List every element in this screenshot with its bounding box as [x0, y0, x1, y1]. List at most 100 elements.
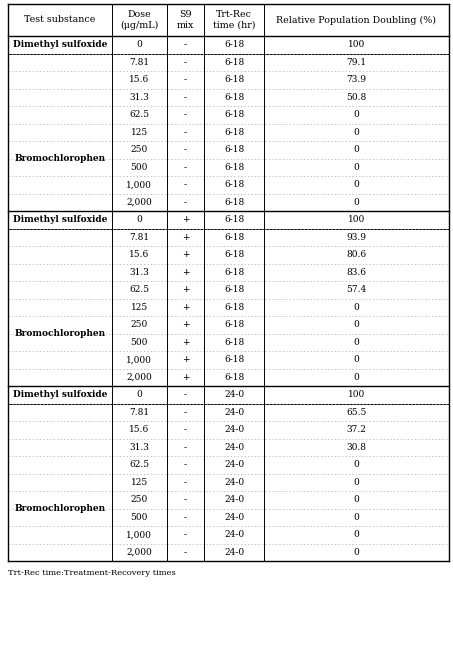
Text: 6-18: 6-18: [224, 338, 244, 346]
Text: 0: 0: [353, 338, 359, 346]
Text: Dimethyl sulfoxide: Dimethyl sulfoxide: [13, 390, 107, 399]
Text: 100: 100: [348, 215, 365, 224]
Text: 6-18: 6-18: [224, 198, 244, 207]
Text: 6-18: 6-18: [224, 215, 244, 224]
Text: +: +: [182, 250, 189, 259]
Text: -: -: [184, 548, 187, 557]
Text: 24-0: 24-0: [224, 548, 244, 557]
Text: 0: 0: [353, 128, 359, 136]
Text: 0: 0: [353, 111, 359, 119]
Text: 79.1: 79.1: [347, 58, 366, 67]
Text: -: -: [184, 40, 187, 49]
Text: 73.9: 73.9: [347, 75, 366, 84]
Text: -: -: [184, 128, 187, 136]
Text: -: -: [184, 111, 187, 119]
Text: +: +: [182, 215, 189, 224]
Text: 250: 250: [130, 495, 148, 504]
Text: 31.3: 31.3: [129, 268, 149, 277]
Text: 7.81: 7.81: [129, 233, 149, 242]
Text: 125: 125: [130, 303, 148, 312]
Text: 500: 500: [130, 162, 148, 172]
Text: +: +: [182, 372, 189, 382]
Text: -: -: [184, 58, 187, 67]
Text: 7.81: 7.81: [129, 408, 149, 417]
Text: 1,000: 1,000: [126, 356, 152, 364]
Text: +: +: [182, 320, 189, 330]
Text: -: -: [184, 390, 187, 399]
Text: -: -: [184, 530, 187, 540]
Text: 100: 100: [348, 40, 365, 49]
Text: 6-18: 6-18: [224, 356, 244, 364]
Text: 6-18: 6-18: [224, 162, 244, 172]
Text: 0: 0: [353, 180, 359, 189]
Text: -: -: [184, 495, 187, 504]
Text: 6-18: 6-18: [224, 75, 244, 84]
Text: 0: 0: [353, 198, 359, 207]
Text: 83.6: 83.6: [347, 268, 366, 277]
Text: +: +: [182, 303, 189, 312]
Text: 6-18: 6-18: [224, 250, 244, 259]
Text: 1,000: 1,000: [126, 530, 152, 540]
Text: 15.6: 15.6: [129, 75, 149, 84]
Text: 0: 0: [136, 40, 142, 49]
Text: 80.6: 80.6: [347, 250, 366, 259]
Text: Dose
(μg/mL): Dose (μg/mL): [120, 10, 159, 30]
Text: Dimethyl sulfoxide: Dimethyl sulfoxide: [13, 40, 107, 49]
Text: Test substance: Test substance: [24, 16, 96, 25]
Text: 0: 0: [353, 460, 359, 469]
Text: -: -: [184, 443, 187, 452]
Text: 6-18: 6-18: [224, 58, 244, 67]
Text: 1,000: 1,000: [126, 180, 152, 189]
Text: 24-0: 24-0: [224, 495, 244, 504]
Text: Relative Population Doubling (%): Relative Population Doubling (%): [276, 16, 436, 25]
Text: 6-18: 6-18: [224, 320, 244, 330]
Text: 2,000: 2,000: [126, 372, 152, 382]
Text: 30.8: 30.8: [347, 443, 366, 452]
Text: 500: 500: [130, 513, 148, 522]
Text: 24-0: 24-0: [224, 408, 244, 417]
Text: Trt-Rec time:Treatment-Recovery times: Trt-Rec time:Treatment-Recovery times: [8, 569, 176, 577]
Text: 24-0: 24-0: [224, 478, 244, 487]
Text: 24-0: 24-0: [224, 443, 244, 452]
Text: 500: 500: [130, 338, 148, 346]
Text: 31.3: 31.3: [129, 93, 149, 102]
Text: -: -: [184, 460, 187, 469]
Text: 57.4: 57.4: [346, 285, 366, 294]
Text: +: +: [182, 268, 189, 277]
Text: 0: 0: [353, 320, 359, 330]
Text: 0: 0: [353, 162, 359, 172]
Text: Bromochlorophen: Bromochlorophen: [14, 504, 106, 513]
Text: 93.9: 93.9: [347, 233, 366, 242]
Text: 125: 125: [130, 128, 148, 136]
Text: 24-0: 24-0: [224, 390, 244, 399]
Text: -: -: [184, 425, 187, 434]
Text: 15.6: 15.6: [129, 250, 149, 259]
Text: 50.8: 50.8: [346, 93, 366, 102]
Text: 37.2: 37.2: [347, 425, 366, 434]
Text: 0: 0: [353, 513, 359, 522]
Text: -: -: [184, 145, 187, 154]
Text: Bromochlorophen: Bromochlorophen: [14, 329, 106, 338]
Bar: [8, 4, 449, 561]
Text: +: +: [182, 338, 189, 346]
Text: +: +: [182, 285, 189, 294]
Text: 250: 250: [130, 320, 148, 330]
Text: 2,000: 2,000: [126, 198, 152, 207]
Text: 0: 0: [353, 530, 359, 540]
Text: 62.5: 62.5: [129, 111, 149, 119]
Text: Trt-Rec
time (hr): Trt-Rec time (hr): [213, 10, 255, 30]
Text: 6-18: 6-18: [224, 303, 244, 312]
Text: 2,000: 2,000: [126, 548, 152, 557]
Text: 6-18: 6-18: [224, 128, 244, 136]
Text: 0: 0: [353, 548, 359, 557]
Text: 6-18: 6-18: [224, 285, 244, 294]
Text: -: -: [184, 93, 187, 102]
Text: -: -: [184, 198, 187, 207]
Text: 6-18: 6-18: [224, 111, 244, 119]
Text: 24-0: 24-0: [224, 425, 244, 434]
Text: 6-18: 6-18: [224, 268, 244, 277]
Text: 7.81: 7.81: [129, 58, 149, 67]
Text: 250: 250: [130, 145, 148, 154]
Text: 6-18: 6-18: [224, 233, 244, 242]
Text: 6-18: 6-18: [224, 40, 244, 49]
